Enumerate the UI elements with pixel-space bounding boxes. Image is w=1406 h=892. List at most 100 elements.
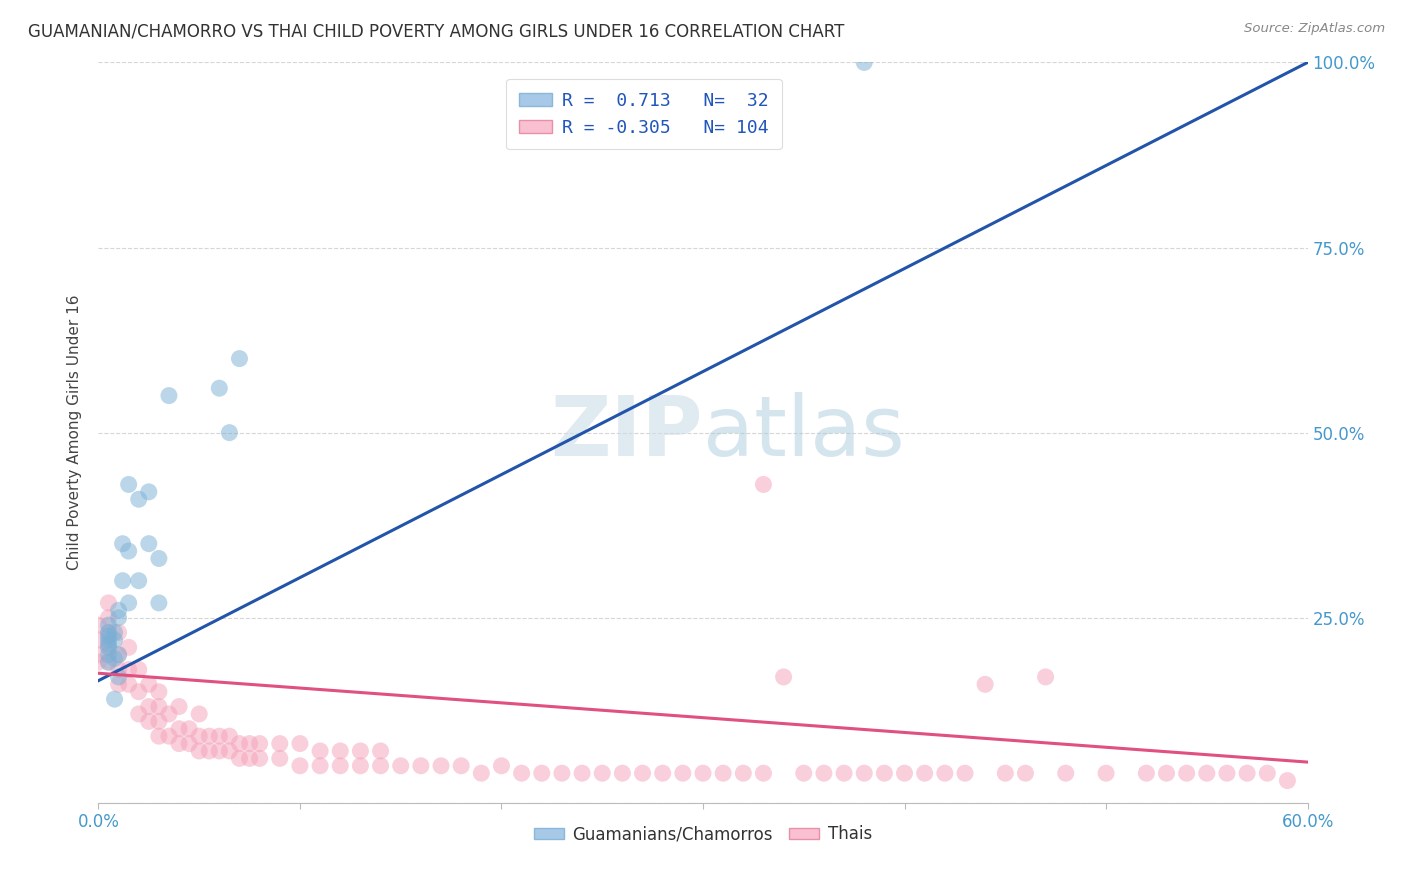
Point (813, 766, 835, 780)
Point (1175, 766, 1198, 780)
Point (128, 492, 150, 507)
Point (329, 758, 352, 772)
Point (491, 758, 513, 772)
Point (97, 632, 120, 647)
Point (530, 766, 553, 780)
Point (97, 640, 120, 655)
Point (208, 744, 231, 758)
Y-axis label: Child Poverty Among Girls Under 16: Child Poverty Among Girls Under 16 (67, 295, 83, 570)
Point (107, 670, 129, 684)
Point (218, 744, 240, 758)
Point (269, 751, 291, 765)
Point (118, 596, 141, 610)
Point (1195, 766, 1218, 780)
Point (239, 737, 262, 751)
Point (128, 685, 150, 699)
Point (409, 758, 432, 772)
Point (97, 596, 120, 610)
Point (148, 551, 170, 566)
Point (128, 574, 150, 588)
Point (239, 751, 262, 765)
Point (934, 766, 956, 780)
Point (1014, 766, 1036, 780)
Point (893, 766, 915, 780)
Point (651, 766, 673, 780)
Point (772, 670, 794, 684)
Point (128, 706, 150, 721)
Point (157, 729, 180, 743)
Point (631, 766, 654, 780)
Point (103, 692, 125, 706)
Point (198, 744, 221, 758)
Point (118, 677, 141, 691)
Point (349, 758, 371, 772)
Point (97, 655, 120, 669)
Point (349, 744, 371, 758)
Point (167, 722, 190, 736)
Point (551, 766, 574, 780)
Point (269, 737, 291, 751)
Point (218, 425, 240, 440)
Point (309, 744, 332, 758)
Point (228, 351, 250, 366)
Point (138, 484, 160, 499)
Point (97, 625, 120, 640)
Point (793, 766, 815, 780)
Point (97, 655, 120, 669)
Point (107, 625, 129, 640)
Text: atlas: atlas (703, 392, 904, 473)
Point (188, 744, 211, 758)
Point (138, 536, 160, 550)
Point (1277, 773, 1299, 788)
Point (1156, 766, 1178, 780)
Point (97, 629, 120, 643)
Point (450, 758, 472, 772)
Point (138, 699, 160, 714)
Point (249, 751, 271, 765)
Point (97, 637, 120, 651)
Point (1216, 766, 1239, 780)
Point (107, 648, 129, 662)
Point (118, 544, 141, 558)
Point (148, 714, 170, 729)
Point (157, 706, 180, 721)
Point (832, 766, 855, 780)
Point (87, 618, 110, 632)
Point (118, 663, 141, 677)
Point (118, 477, 141, 491)
Point (188, 729, 211, 743)
Point (329, 744, 352, 758)
Text: ZIP: ZIP (551, 392, 703, 473)
Point (733, 766, 755, 780)
Point (571, 766, 593, 780)
Point (1135, 766, 1157, 780)
Point (612, 766, 634, 780)
Point (1054, 766, 1077, 780)
Point (672, 766, 695, 780)
Point (249, 737, 271, 751)
Text: GUAMANIAN/CHAMORRO VS THAI CHILD POVERTY AMONG GIRLS UNDER 16 CORRELATION CHART: GUAMANIAN/CHAMORRO VS THAI CHILD POVERTY… (28, 22, 845, 40)
Point (107, 610, 129, 624)
Point (953, 766, 976, 780)
Point (97, 648, 120, 662)
Point (87, 648, 110, 662)
Point (97, 640, 120, 655)
Point (107, 677, 129, 691)
Point (692, 766, 714, 780)
Point (148, 699, 170, 714)
Point (148, 685, 170, 699)
Point (107, 648, 129, 662)
Point (1035, 670, 1057, 684)
Point (752, 477, 775, 491)
Point (853, 55, 876, 70)
Point (389, 758, 412, 772)
Point (288, 758, 311, 772)
Point (228, 737, 250, 751)
Point (1095, 766, 1118, 780)
Point (711, 766, 734, 780)
Point (914, 766, 936, 780)
Legend: Guamanians/Chamorros, Thais: Guamanians/Chamorros, Thais (527, 819, 879, 850)
Point (111, 574, 134, 588)
Point (208, 729, 231, 743)
Point (208, 381, 231, 395)
